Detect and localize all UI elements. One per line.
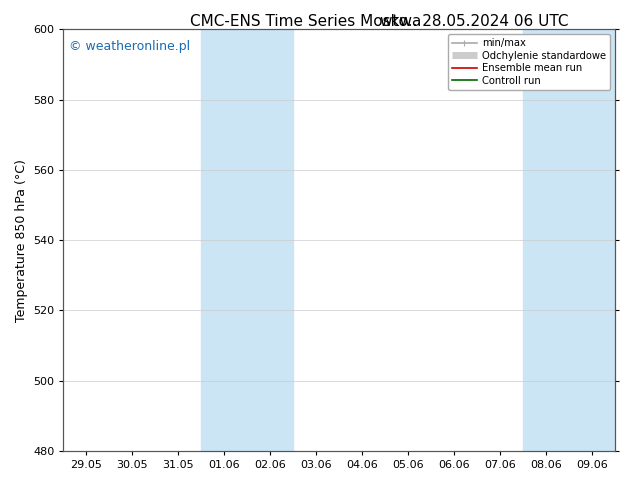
Text: © weatheronline.pl: © weatheronline.pl: [69, 40, 190, 53]
Y-axis label: Temperature 850 hPa (°C): Temperature 850 hPa (°C): [15, 159, 27, 321]
Text: wto.. 28.05.2024 06 UTC: wto.. 28.05.2024 06 UTC: [380, 14, 569, 29]
Bar: [202, 29, 293, 451]
Bar: [523, 29, 615, 451]
Text: CMC-ENS Time Series Moskwa: CMC-ENS Time Series Moskwa: [190, 14, 422, 29]
Legend: min/max, Odchylenie standardowe, Ensemble mean run, Controll run: min/max, Odchylenie standardowe, Ensembl…: [448, 34, 610, 90]
